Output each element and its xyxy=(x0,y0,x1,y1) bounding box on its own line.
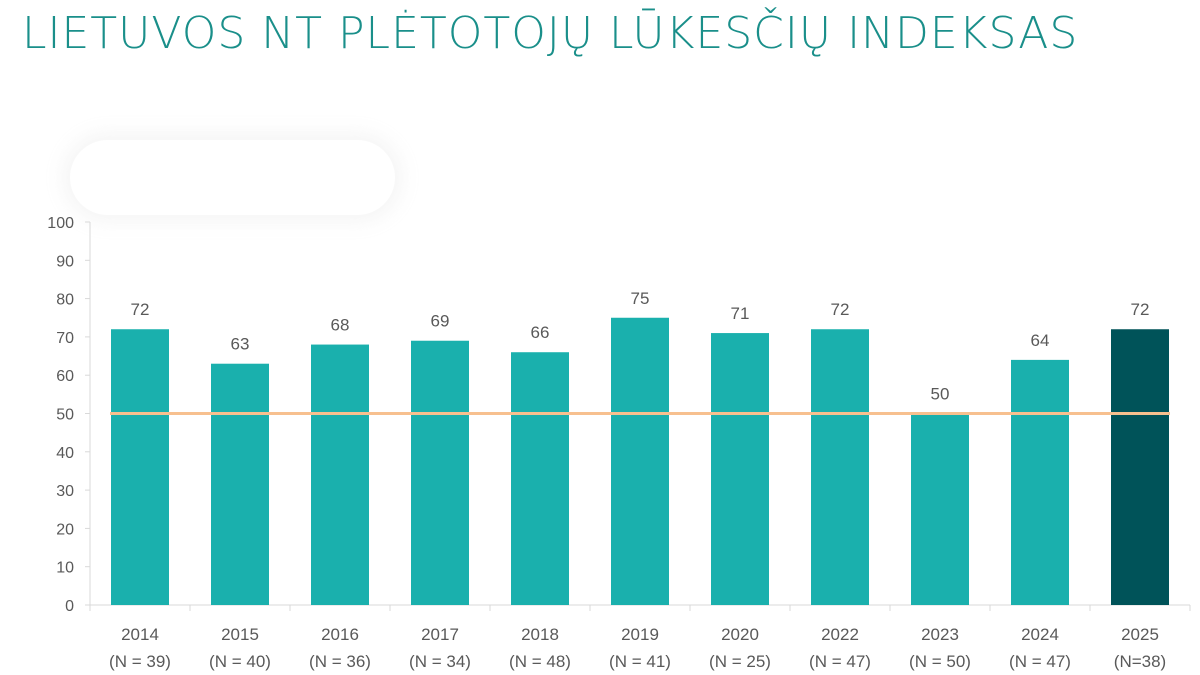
data-label: 50 xyxy=(931,385,950,404)
x-category-label: 2017 xyxy=(421,625,459,644)
page-title: LIETUVOS NT PLĖTOTOJŲ LŪKESČIŲ INDEKSAS xyxy=(22,8,1079,59)
bar xyxy=(611,317,669,605)
data-label: 71 xyxy=(731,304,750,323)
x-category-label: 2018 xyxy=(521,625,559,644)
y-tick-label: 80 xyxy=(56,292,74,309)
blurred-legend-area xyxy=(70,140,395,215)
x-category-sublabel: (N = 47) xyxy=(809,652,871,671)
y-tick-label: 30 xyxy=(56,483,74,500)
x-category-label: 2016 xyxy=(321,625,359,644)
bar xyxy=(911,413,969,605)
x-category-sublabel: (N = 39) xyxy=(109,652,171,671)
x-category-sublabel: (N = 47) xyxy=(1009,652,1071,671)
x-category-label: 2014 xyxy=(121,625,159,644)
bar xyxy=(1011,359,1069,605)
data-label: 63 xyxy=(231,335,250,354)
data-label: 72 xyxy=(831,300,850,319)
x-category-sublabel: (N = 41) xyxy=(609,652,671,671)
x-category-sublabel: (N = 36) xyxy=(309,652,371,671)
x-category-label: 2015 xyxy=(221,625,259,644)
bar xyxy=(711,333,769,605)
y-tick-label: 50 xyxy=(56,407,74,424)
bar xyxy=(211,363,269,605)
bar xyxy=(511,352,569,605)
x-category-sublabel: (N = 40) xyxy=(209,652,271,671)
data-label: 66 xyxy=(531,323,550,342)
data-label: 68 xyxy=(331,316,350,335)
bar xyxy=(811,329,869,605)
y-tick-label: 100 xyxy=(47,215,74,232)
y-tick-label: 40 xyxy=(56,445,74,462)
data-label: 64 xyxy=(1031,331,1050,350)
bar xyxy=(111,329,169,605)
y-tick-label: 20 xyxy=(56,521,74,538)
bar xyxy=(311,344,369,605)
x-category-label: 2022 xyxy=(821,625,859,644)
x-category-sublabel: (N = 48) xyxy=(509,652,571,671)
y-tick-label: 70 xyxy=(56,330,74,347)
data-label: 72 xyxy=(131,300,150,319)
x-category-sublabel: (N = 34) xyxy=(409,652,471,671)
data-label: 69 xyxy=(431,312,450,331)
x-category-label: 2024 xyxy=(1021,625,1059,644)
y-tick-label: 60 xyxy=(56,368,74,385)
y-tick-label: 10 xyxy=(56,560,74,577)
data-label: 75 xyxy=(631,289,650,308)
y-tick-label: 0 xyxy=(65,598,74,615)
bar xyxy=(411,340,469,605)
bar xyxy=(1111,329,1169,605)
y-tick-label: 90 xyxy=(56,253,74,270)
x-category-label: 2019 xyxy=(621,625,659,644)
x-category-label: 2023 xyxy=(921,625,959,644)
x-category-label: 2020 xyxy=(721,625,759,644)
x-category-label: 2025 xyxy=(1121,625,1159,644)
data-label: 72 xyxy=(1131,300,1150,319)
x-category-sublabel: (N=38) xyxy=(1114,652,1166,671)
x-category-sublabel: (N = 25) xyxy=(709,652,771,671)
x-category-sublabel: (N = 50) xyxy=(909,652,971,671)
